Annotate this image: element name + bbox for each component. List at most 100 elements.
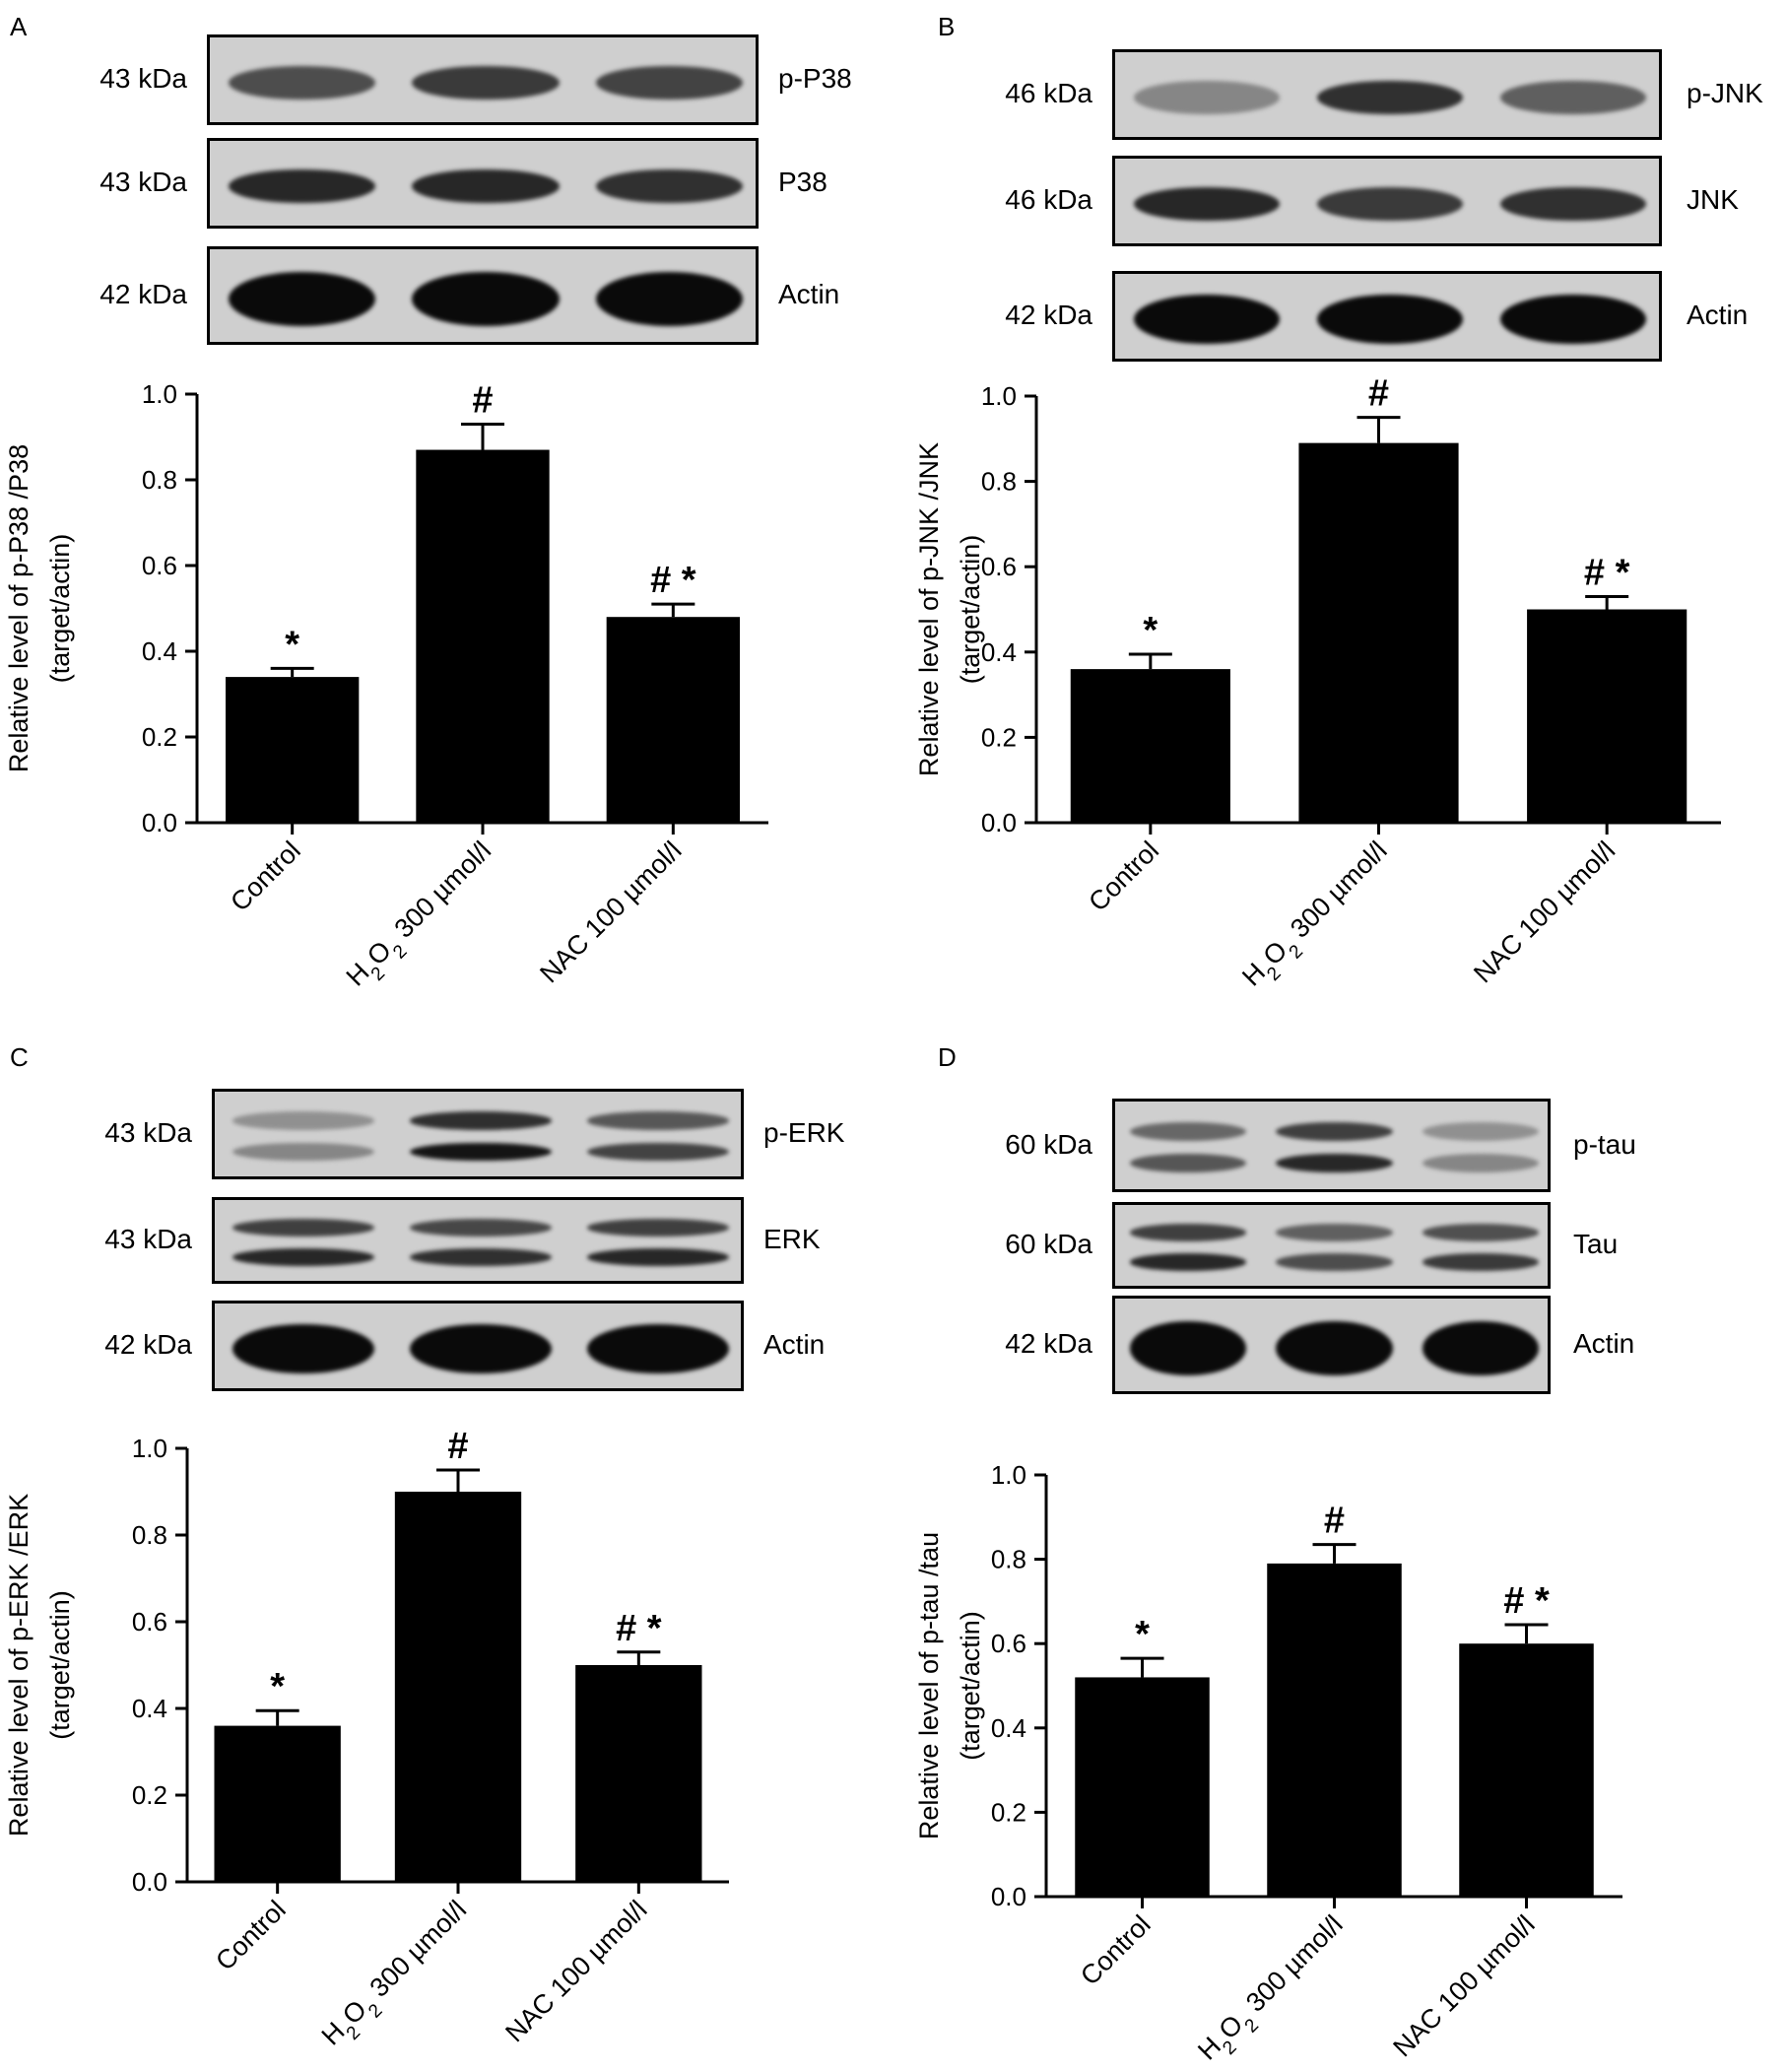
blot-band [228, 65, 375, 100]
bar [575, 1665, 702, 1882]
blot-band [1129, 1253, 1247, 1271]
blot-band [410, 1219, 552, 1237]
blot-band [232, 1323, 374, 1374]
panel-letter: B [938, 12, 956, 41]
y-axis-label: Relative level of p-ERK /ERK [4, 1494, 33, 1837]
significance-marker: * [285, 624, 299, 665]
bar-chart: 0.0 0.2 0.4 0.6 0.8 1.0 Relative level of p-P3… [4, 379, 768, 998]
panel-c: C 43 kDa p-ERK 43 kDa ERK 42 kDa Actin 0.0 0.2 0.… [0, 1035, 894, 2072]
blot-protein-label: P38 [778, 167, 827, 197]
y-tick-label: 0.8 [991, 1545, 1026, 1574]
kda-label: 60 kDa [1005, 1128, 1092, 1160]
x-tick-label: NAC 100 µmol/l [499, 1895, 652, 2047]
y-tick-label: 0.6 [132, 1607, 167, 1637]
kda-label: 42 kDa [104, 1329, 192, 1360]
panel-a: A 43 kDa p-P38 43 kDa P38 42 kDa Actin 0.0 0.2 0.… [0, 0, 894, 1035]
western-blot-strip [1112, 1296, 1551, 1394]
western-blot-strip [212, 1301, 744, 1391]
blot-band [1499, 294, 1647, 345]
blot-band [1422, 1121, 1540, 1141]
blot-band [410, 1323, 552, 1374]
blot-band [1129, 1320, 1247, 1375]
western-blot-strip [212, 1089, 744, 1179]
bar-chart: 0.0 0.2 0.4 0.6 0.8 1.0 Relative level of p-JN… [914, 373, 1721, 992]
kda-label: 43 kDa [99, 63, 187, 94]
western-blot-strip [1112, 1202, 1551, 1289]
western-blot-strip [1112, 49, 1662, 140]
kda-label: 60 kDa [1005, 1229, 1092, 1259]
blot-band [596, 65, 744, 100]
y-tick-label: 0.0 [991, 1882, 1026, 1911]
kda-label: 43 kDa [99, 167, 187, 197]
blot-band [587, 1219, 729, 1237]
blot-band [587, 1142, 729, 1161]
blot-band [1276, 1154, 1393, 1173]
bar [1267, 1563, 1402, 1897]
y-tick-label: 0.0 [132, 1867, 167, 1897]
blot-band [596, 168, 744, 204]
blot-band [412, 271, 560, 326]
bar [416, 449, 550, 823]
bar [1298, 442, 1459, 823]
significance-marker: # [1368, 373, 1389, 415]
y-axis-label-units: (target/actin) [45, 534, 75, 684]
blot-band [410, 1248, 552, 1266]
x-tick-label: H2O2 300 µmol/l [341, 835, 503, 998]
blot-band [1129, 1154, 1247, 1173]
blot-protein-label: Tau [1573, 1229, 1619, 1259]
bar [214, 1725, 341, 1882]
blot-band [232, 1142, 374, 1161]
y-axis-label: Relative level of p-P38 /P38 [4, 444, 33, 772]
kda-label: 46 kDa [1005, 78, 1092, 108]
x-tick-label: NAC 100 µmol/l [534, 835, 687, 988]
kda-label: 43 kDa [104, 1224, 192, 1254]
x-tick-label: Control [1075, 1909, 1157, 1991]
significance-marker: # * [650, 560, 696, 601]
blot-band [587, 1111, 729, 1130]
blot-band [1316, 186, 1464, 222]
panel-b: B 46 kDa p-JNK 46 kDa JNK 42 kDa Actin 0.0 0.2 0.… [894, 0, 1787, 1035]
blot-protein-label: p-tau [1573, 1128, 1636, 1160]
bar-chart: 0.0 0.2 0.4 0.6 0.8 1.0 Relative level of p-ta… [914, 1460, 1622, 2072]
blot-band [1276, 1320, 1393, 1375]
y-axis-label-units: (target/actin) [956, 1611, 985, 1761]
blot-band [1129, 1224, 1247, 1241]
blot-band [228, 168, 375, 204]
blot-band [587, 1248, 729, 1266]
y-tick-label: 0.4 [981, 637, 1017, 667]
bar [1527, 609, 1688, 823]
x-tick-label: Control [210, 1895, 292, 1976]
blot-band [412, 65, 560, 100]
blot-band [1133, 186, 1281, 222]
x-tick-label: H2O2 300 µmol/l [1192, 1909, 1355, 2072]
blot-band [1422, 1154, 1540, 1173]
blot-protein-label: ERK [763, 1224, 821, 1254]
blot-protein-label: Actin [778, 279, 840, 309]
significance-marker: # * [1584, 553, 1630, 594]
bar [1070, 669, 1230, 823]
blot-band [232, 1248, 374, 1266]
significance-marker: * [1143, 610, 1158, 651]
western-blot-strip [207, 34, 759, 125]
blot-band [1133, 294, 1281, 345]
western-blot-strip [212, 1197, 744, 1284]
blot-band [1422, 1320, 1540, 1375]
western-blot-strip [1112, 271, 1662, 362]
blot-protein-label: JNK [1687, 184, 1739, 215]
blot-band [232, 1219, 374, 1237]
significance-marker: * [270, 1666, 285, 1707]
y-tick-label: 0.2 [991, 1797, 1026, 1827]
y-tick-label: 1.0 [991, 1460, 1026, 1490]
blot-band [1276, 1224, 1393, 1241]
blot-band [1129, 1121, 1247, 1141]
x-tick-label: Control [225, 835, 306, 917]
bar [394, 1492, 522, 1882]
blot-band [410, 1111, 552, 1130]
blot-band [228, 271, 375, 326]
panel-d: D 60 kDa p-tau 60 kDa Tau 42 kDa Actin 0.0 0.2 0.… [894, 1035, 1787, 2072]
kda-label: 43 kDa [104, 1117, 192, 1148]
western-blot-strip [1112, 156, 1662, 246]
significance-marker: # * [616, 1608, 662, 1649]
blot-band [1276, 1253, 1393, 1271]
blot-band [1422, 1253, 1540, 1271]
